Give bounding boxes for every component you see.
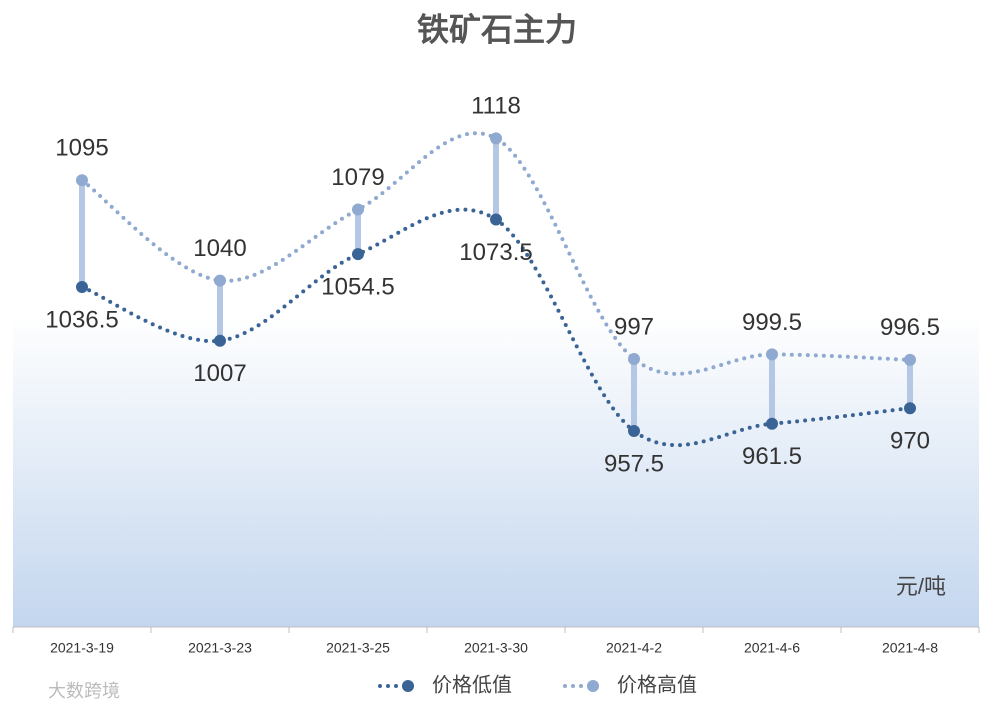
x-tick-label: 2021-3-30	[464, 640, 528, 656]
legend-label: 价格高值	[617, 673, 697, 696]
point	[490, 213, 502, 226]
chart-title: 铁矿石主力	[417, 11, 577, 47]
x-tick-label: 2021-3-23	[188, 640, 252, 656]
x-tick-label: 2021-4-8	[882, 640, 938, 656]
unit-label: 元/吨	[896, 574, 946, 599]
legend-marker	[402, 680, 414, 692]
point	[352, 248, 364, 261]
data-label: 1095	[55, 135, 108, 162]
point	[904, 402, 916, 415]
data-label: 1007	[193, 360, 246, 387]
point	[76, 280, 88, 293]
data-label: 1079	[331, 164, 384, 191]
x-tick-label: 2021-3-25	[326, 640, 390, 656]
point	[352, 203, 364, 216]
point	[628, 352, 640, 365]
high-low-bar	[493, 138, 499, 220]
high-low-bar	[79, 180, 85, 287]
point	[76, 174, 88, 187]
point	[214, 334, 226, 347]
data-label: 1118	[471, 93, 521, 120]
data-label: 1073.5	[459, 239, 532, 266]
data-label: 1054.5	[321, 273, 394, 300]
point	[766, 348, 778, 361]
data-label: 961.5	[742, 443, 802, 470]
legend-marker	[587, 680, 599, 692]
high-low-bar	[217, 280, 223, 341]
point	[490, 132, 502, 145]
x-tick-label: 2021-4-6	[744, 640, 800, 656]
point	[628, 424, 640, 437]
high-low-bar	[355, 209, 361, 255]
high-low-bar	[631, 358, 637, 431]
point	[904, 353, 916, 366]
high-low-bar	[907, 359, 913, 409]
data-label: 957.5	[604, 450, 664, 477]
point	[214, 274, 226, 287]
point	[766, 417, 778, 430]
x-tick-label: 2021-4-2	[606, 640, 662, 656]
x-tick-label: 2021-3-19	[50, 640, 114, 656]
watermark: 大数跨境	[48, 681, 120, 701]
data-label: 970	[890, 428, 930, 455]
high-low-bar	[769, 354, 775, 424]
data-label: 996.5	[880, 314, 940, 341]
data-label: 997	[614, 313, 654, 340]
data-label: 999.5	[742, 309, 802, 336]
legend-label: 价格低值	[432, 673, 512, 696]
data-label: 1040	[193, 235, 246, 262]
data-label: 1036.5	[45, 306, 118, 333]
